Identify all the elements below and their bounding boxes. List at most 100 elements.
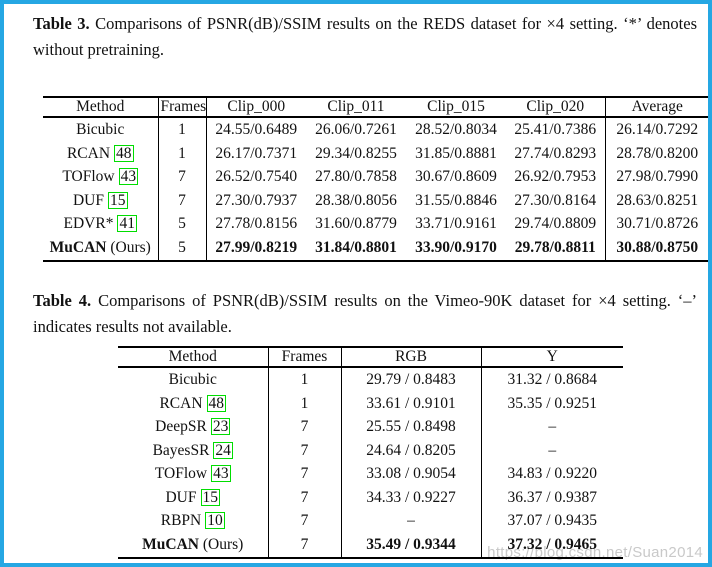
cell-y: 37.32 / 0.9465 xyxy=(507,536,598,554)
cell-clip011: 27.80/0.7858 xyxy=(315,168,397,186)
cell-average: 30.88/0.8750 xyxy=(616,239,699,257)
cell-rgb: 35.49 / 0.9344 xyxy=(341,533,482,558)
table3-caption: Table 3. Comparisons of PSNR(dB)/SSIM re… xyxy=(33,11,697,63)
cell-clip015: 30.67/0.8609 xyxy=(415,168,497,186)
cell-average: 28.63/0.8251 xyxy=(616,191,699,209)
cell-method: Bicubic xyxy=(43,117,159,142)
cell-frames: 7 xyxy=(268,415,342,439)
header-clip015: Clip_015 xyxy=(406,97,506,118)
cell-y: 37.07 / 0.9435 xyxy=(507,512,598,530)
citation-link[interactable]: 43 xyxy=(118,168,139,186)
cell-method: BayesSR 24 xyxy=(118,438,269,463)
header-y: Y xyxy=(481,347,623,368)
cell-clip011: 31.84/0.8801 xyxy=(315,239,397,257)
cell-method: TOFlow 43 xyxy=(43,165,159,189)
header-method: Method xyxy=(118,347,269,368)
cell-clip000: 26.17/0.7371 xyxy=(215,144,298,162)
table3-reds-results: Method Frames Clip_000 Clip_011 Clip_015… xyxy=(43,96,708,262)
cell-frames: 7 xyxy=(268,438,342,463)
cell-clip015: 31.55/0.8846 xyxy=(415,191,497,209)
header-frames: Frames xyxy=(268,347,342,368)
cell-frames: 1 xyxy=(268,391,342,416)
cell-clip020: 27.30/0.8164 xyxy=(506,188,606,213)
cell-clip011: 29.34/0.8255 xyxy=(315,144,397,162)
cell-clip000: 24.55/0.6489 xyxy=(215,120,298,138)
cell-rgb: 25.55 / 0.8498 xyxy=(341,415,482,439)
cell-clip020: 29.78/0.8811 xyxy=(506,236,606,261)
cell-clip020: 29.74/0.8809 xyxy=(506,212,606,237)
cell-rgb: – xyxy=(341,509,482,534)
cell-average: 30.71/0.8726 xyxy=(616,215,699,233)
cell-method: MuCAN (Ours) xyxy=(43,236,159,261)
table-header-row: Method Frames RGB Y xyxy=(118,347,623,368)
cell-method: RCAN 48 xyxy=(118,391,269,416)
header-clip020: Clip_020 xyxy=(506,97,606,118)
watermark-url: https://blog.csdn.net/Suan2014 xyxy=(487,544,703,561)
cell-method: Bicubic xyxy=(118,367,269,392)
table-row: RBPN 10 7 – 37.07 / 0.9435 xyxy=(118,509,623,534)
citation-link[interactable]: 41 xyxy=(117,215,137,233)
citation-link[interactable]: 48 xyxy=(114,144,134,162)
cell-clip020: 27.74/0.8293 xyxy=(506,141,606,166)
table4-caption-text: Comparisons of PSNR(dB)/SSIM results on … xyxy=(33,291,698,336)
table-row: EDVR* 41 5 27.78/0.8156 31.60/0.8779 33.7… xyxy=(43,212,708,237)
cell-rgb: 34.33 / 0.9227 xyxy=(341,486,482,510)
cell-clip020: 25.41/0.7386 xyxy=(506,117,606,142)
cell-y: – xyxy=(548,418,557,436)
citation-link[interactable]: 15 xyxy=(200,488,220,506)
cell-clip000: 26.52/0.7540 xyxy=(215,168,298,186)
cell-frames: 7 xyxy=(268,533,342,558)
table-row: DeepSR 23 7 25.55 / 0.8498 – xyxy=(118,415,623,439)
table4-caption-label: Table 4. xyxy=(33,291,92,310)
cell-frames: 5 xyxy=(158,212,207,237)
table-row-ours: MuCAN (Ours) 7 35.49 / 0.9344 37.32 / 0.… xyxy=(118,533,623,558)
table3-caption-label: Table 3. xyxy=(33,14,90,33)
header-frames: Frames xyxy=(158,97,207,118)
cell-y: 34.83 / 0.9220 xyxy=(507,465,598,483)
cell-clip011: 28.38/0.8056 xyxy=(315,191,397,209)
table-row: TOFlow 43 7 26.52/0.7540 27.80/0.7858 30.… xyxy=(43,165,708,189)
cell-frames: 1 xyxy=(268,367,342,392)
cell-method: RCAN 48 xyxy=(43,141,159,166)
table-row: DUF 15 7 34.33 / 0.9227 36.37 / 0.9387 xyxy=(118,486,623,510)
cell-y: 35.35 / 0.9251 xyxy=(507,394,598,412)
cell-frames: 7 xyxy=(268,509,342,534)
cell-average: 27.98/0.7990 xyxy=(616,168,699,186)
cell-method: DUF 15 xyxy=(118,486,269,510)
citation-link[interactable]: 24 xyxy=(213,441,233,459)
cell-clip015: 31.85/0.8881 xyxy=(415,144,497,162)
cell-method: EDVR* 41 xyxy=(43,212,159,237)
cell-method: DeepSR 23 xyxy=(118,415,269,439)
citation-link[interactable]: 10 xyxy=(205,512,225,530)
header-average: Average xyxy=(605,97,708,118)
citation-link[interactable]: 43 xyxy=(211,465,231,483)
table-header-row: Method Frames Clip_000 Clip_011 Clip_015… xyxy=(43,97,708,118)
table4-caption: Table 4. Comparisons of PSNR(dB)/SSIM re… xyxy=(33,288,697,340)
cell-method: TOFlow 43 xyxy=(118,462,269,487)
citation-link[interactable]: 23 xyxy=(210,418,231,436)
cell-rgb: 24.64 / 0.8205 xyxy=(341,438,482,463)
cell-frames: 7 xyxy=(268,462,342,487)
table-row: RCAN 48 1 33.61 / 0.9101 35.35 / 0.9251 xyxy=(118,391,623,416)
cell-method: RBPN 10 xyxy=(118,509,269,534)
cell-rgb: 29.79 / 0.8483 xyxy=(341,367,482,392)
cell-clip000: 27.99/0.8219 xyxy=(215,239,298,257)
table-row: Bicubic 1 24.55/0.6489 26.06/0.7261 28.5… xyxy=(43,117,708,142)
cell-clip015: 28.52/0.8034 xyxy=(415,120,497,138)
cell-y: – xyxy=(548,441,557,459)
citation-link[interactable]: 15 xyxy=(108,191,128,209)
cell-method: DUF 15 xyxy=(43,188,159,213)
header-clip011: Clip_011 xyxy=(306,97,406,118)
cell-frames: 1 xyxy=(158,141,207,166)
cell-clip000: 27.30/0.7937 xyxy=(215,191,298,209)
cell-rgb: 33.08 / 0.9054 xyxy=(341,462,482,487)
cell-y: 36.37 / 0.9387 xyxy=(507,488,598,506)
cell-clip011: 31.60/0.8779 xyxy=(315,215,397,233)
table-row: RCAN 48 1 26.17/0.7371 29.34/0.8255 31.85… xyxy=(43,141,708,166)
cell-average: 28.78/0.8200 xyxy=(616,144,699,162)
citation-link[interactable]: 48 xyxy=(206,394,227,412)
header-rgb: RGB xyxy=(341,347,482,368)
cell-frames: 7 xyxy=(158,165,207,189)
cell-rgb: 33.61 / 0.9101 xyxy=(341,391,482,416)
